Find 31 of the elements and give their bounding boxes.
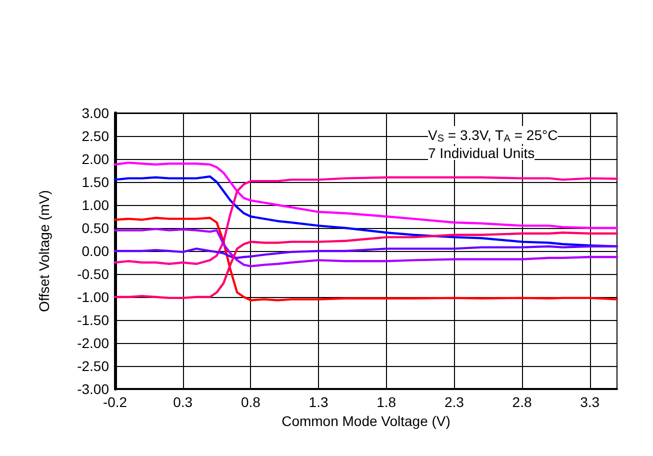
y-tick-label: 2.50 bbox=[82, 128, 110, 144]
x-tick-label: 2.3 bbox=[444, 394, 464, 410]
line-series bbox=[114, 245, 618, 259]
y-tick-label: 0.00 bbox=[82, 243, 110, 259]
y-tick-label: 2.00 bbox=[82, 151, 110, 167]
x-tick-label: 0.8 bbox=[240, 394, 261, 410]
line-series bbox=[114, 175, 618, 248]
line-series bbox=[114, 176, 618, 265]
x-axis-title: Common Mode Voltage (V) bbox=[282, 412, 450, 429]
x-tick-label: 0.3 bbox=[173, 394, 193, 410]
y-tick-label: 1.50 bbox=[82, 174, 110, 190]
line-series bbox=[114, 162, 618, 230]
x-tick-label: 3.3 bbox=[580, 394, 600, 410]
line-series bbox=[114, 228, 618, 268]
line-series bbox=[114, 232, 618, 300]
y-tick-label: 1.00 bbox=[82, 197, 110, 213]
x-tick-label: 2.8 bbox=[512, 394, 532, 410]
y-tick-label: 3.00 bbox=[82, 105, 110, 121]
y-axis-title: Offset Voltage (mV) bbox=[36, 190, 52, 312]
line-series bbox=[114, 216, 618, 302]
x-tick-label: 1.8 bbox=[376, 394, 396, 410]
x-tick-label: 1.3 bbox=[308, 394, 328, 410]
y-tick-label: -2.50 bbox=[77, 358, 110, 374]
y-tick-label: -1.00 bbox=[77, 289, 110, 305]
annotation: 7 Individual Units bbox=[428, 145, 535, 161]
y-tick-label: -2.00 bbox=[77, 335, 110, 351]
y-tick-label: -0.50 bbox=[77, 266, 110, 282]
y-tick-label: -1.50 bbox=[77, 312, 110, 328]
x-tick-label: -0.2 bbox=[102, 394, 128, 410]
y-tick-label: -3.00 bbox=[77, 381, 110, 397]
y-tick-label: 0.50 bbox=[82, 220, 110, 236]
